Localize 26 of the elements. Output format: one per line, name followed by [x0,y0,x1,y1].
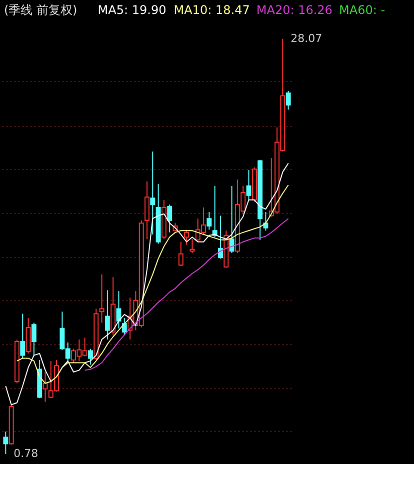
candlestick [263,212,268,232]
candlestick [144,180,150,240]
candlestick [184,229,190,246]
candlestick [190,238,195,254]
candlestick [3,431,8,454]
candlestick [99,274,104,324]
candlestick [20,313,26,359]
candlestick [104,290,110,340]
candlestick [229,185,234,254]
annotation: 28.07 [290,32,322,45]
candlestick [150,151,156,235]
text: MA5: 19.90 [98,3,166,17]
legend-label: MA60: - [339,3,386,17]
candlestick [178,241,184,267]
text: MA10: 18.47 [174,3,250,17]
candlestick [122,318,127,336]
annotation: 0.78 [14,447,38,460]
text: MA20: 16.26 [256,3,332,17]
candlestick [286,90,291,110]
candlestick [167,204,172,233]
candlestick [246,170,252,200]
chart-title: (季线 前复权) [4,3,78,17]
candlestick [31,322,36,356]
candlestick [212,185,218,238]
candlestick [206,212,212,230]
candlestick [88,348,93,366]
